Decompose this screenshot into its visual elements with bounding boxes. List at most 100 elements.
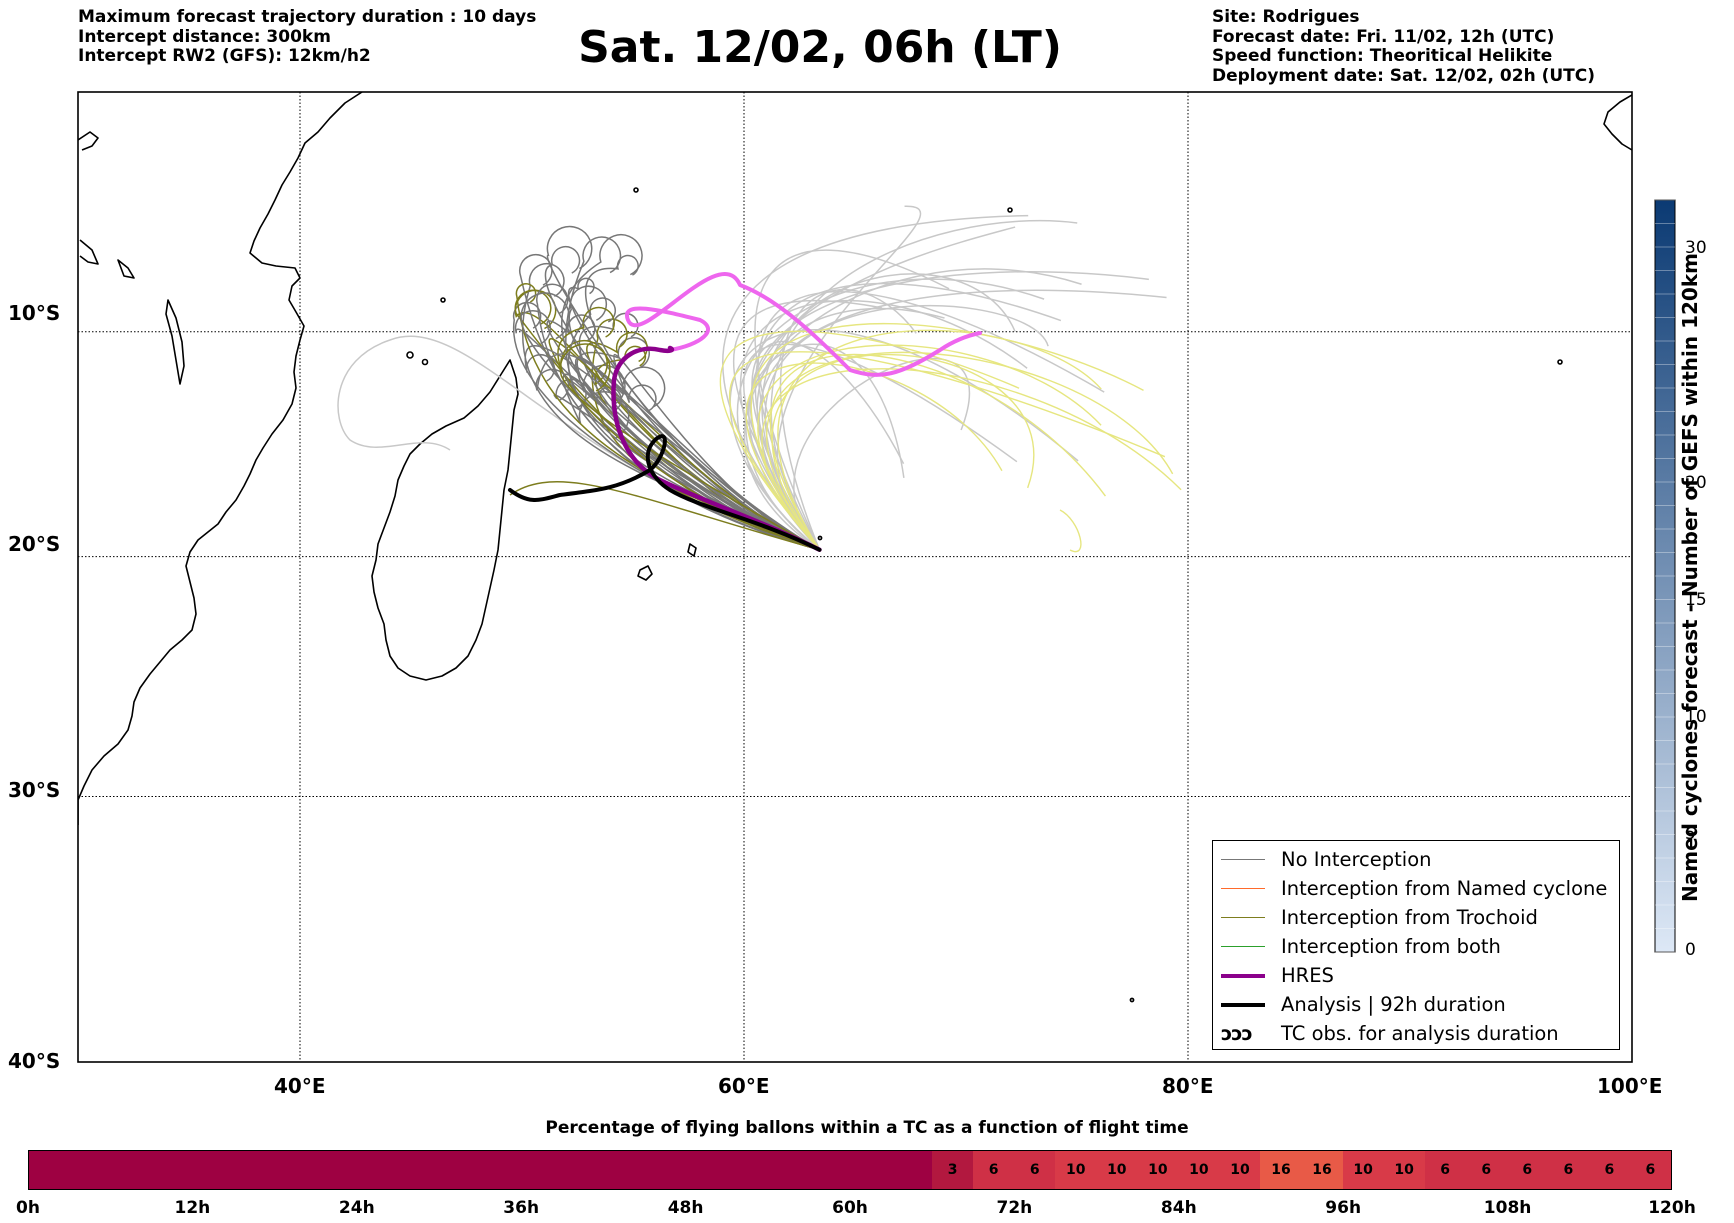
legend: No Interception Interception from Named … xyxy=(1212,840,1620,1050)
reunion-island xyxy=(637,565,653,581)
timeline-cell: 10 xyxy=(1178,1151,1220,1189)
legend-item-no-interception: No Interception xyxy=(1221,845,1432,874)
trajectory-trochoid xyxy=(559,343,820,551)
legend-swatch xyxy=(1221,1002,1265,1007)
trajectory-trochoid xyxy=(586,331,820,551)
timeline-cell: 10 xyxy=(1137,1151,1179,1189)
trajectory-no-interception xyxy=(764,304,1049,551)
legend-swatch xyxy=(1221,973,1265,978)
timeline-bar: 3 6 6 10 10 10 10 10 16 16 10 10 6 6 6 6 6 6 xyxy=(28,1150,1672,1190)
colorbar-tick: 5 xyxy=(1685,824,1696,844)
lake-victoria xyxy=(79,239,99,265)
timeline-tick-label: 84h xyxy=(1160,1198,1197,1218)
trajectory-no-interception xyxy=(793,358,970,551)
timeline-tick-label: 72h xyxy=(996,1198,1033,1218)
legend-swatch xyxy=(1221,859,1265,860)
lon-label-80e: 80°E xyxy=(1162,1074,1214,1098)
timeline-cell: 3 xyxy=(932,1151,974,1189)
madagascar-coastline xyxy=(371,359,519,681)
trajectory-trochoid xyxy=(509,481,820,551)
timeline-tick-label: 120h xyxy=(1648,1198,1696,1218)
timeline-cell: 6 xyxy=(1588,1151,1630,1189)
timeline-cell: 6 xyxy=(973,1151,1015,1189)
timeline-tick-label: 0h xyxy=(16,1198,40,1218)
africa-coastline xyxy=(78,92,363,825)
timeline-tick-label: 48h xyxy=(667,1198,704,1218)
trajectory-map xyxy=(77,91,1676,1063)
trajectory-no-interception xyxy=(745,343,905,551)
timeline-cell: 10 xyxy=(1342,1151,1384,1189)
timeline-tick-label: 96h xyxy=(1325,1198,1362,1218)
trajectory-no-interception xyxy=(729,328,1079,551)
trajectory-no-interception xyxy=(743,343,1018,551)
timeline-cell: 10 xyxy=(1383,1151,1425,1189)
timeline-cell: 16 xyxy=(1301,1151,1343,1189)
page-title: Sat. 12/02, 06h (LT) xyxy=(578,22,1062,73)
timeline-tick-label: 24h xyxy=(338,1198,375,1218)
horn-coastline xyxy=(78,131,99,151)
timeline-cell: 16 xyxy=(1260,1151,1302,1189)
timeline-tick-label: 36h xyxy=(503,1198,540,1218)
lat-label-10s: 10°S xyxy=(8,301,61,325)
comoros-island xyxy=(406,351,414,359)
legend-item-tc-obs: ↄↄↄ TC obs. for analysis duration xyxy=(1221,1019,1559,1048)
cocos-island xyxy=(1557,359,1563,365)
trajectory-no-interception xyxy=(562,373,820,551)
trajectory-trochoid xyxy=(1059,509,1082,553)
legend-label: Interception from Trochoid xyxy=(1281,906,1538,929)
hres-trajectory xyxy=(611,345,822,553)
colorbar-title: Named cyclones forecast - Number of GEFS… xyxy=(1678,253,1702,902)
trajectory-no-interception xyxy=(535,353,820,551)
trajectory-trochoid xyxy=(548,338,820,551)
lon-label-60e: 60°E xyxy=(718,1074,770,1098)
trajectory-no-interception xyxy=(578,312,820,551)
lat-label-40s: 40°S xyxy=(8,1049,61,1073)
trajectory-no-interception xyxy=(576,337,820,551)
legend-label: TC obs. for analysis duration xyxy=(1281,1022,1559,1045)
legend-swatch xyxy=(1221,888,1265,889)
trajectory-trochoid xyxy=(766,351,1174,551)
lake-malawi xyxy=(165,299,185,385)
trajectory-no-interception xyxy=(770,219,1078,551)
lat-label-30s: 30°S xyxy=(8,778,61,802)
timeline-cell: 10 xyxy=(1055,1151,1097,1189)
lon-label-40e: 40°E xyxy=(274,1074,326,1098)
trajectory-trochoid xyxy=(777,329,1102,551)
trajectory-trochoid xyxy=(757,344,1102,551)
trajectory-no-interception xyxy=(779,288,917,551)
trajectory-trochoid xyxy=(729,351,1166,551)
map-gridlines xyxy=(78,92,1632,1062)
colorbar-tick: 20 xyxy=(1685,473,1707,493)
lake-tanganyika xyxy=(117,259,135,279)
intercept-rw2-text: Intercept RW2 (GFS): 12km/h2 xyxy=(78,46,371,66)
timeline-cell: 6 xyxy=(1014,1151,1056,1189)
legend-swatch xyxy=(1221,917,1265,918)
trajectory-trochoid xyxy=(557,306,820,551)
legend-label: Analysis | 92h duration xyxy=(1281,993,1506,1016)
trajectory-no-interception xyxy=(568,379,820,551)
legend-item-named-cyclone: Interception from Named cyclone xyxy=(1221,874,1607,903)
legend-swatch xyxy=(1221,946,1265,947)
trajectory-no-interception xyxy=(567,277,820,551)
colorbar-tick: 10 xyxy=(1685,707,1707,727)
seychelles-island xyxy=(440,297,446,303)
rodrigues-island xyxy=(817,535,823,541)
mauritius-island xyxy=(687,543,697,557)
legend-label: Interception from both xyxy=(1281,935,1501,958)
coastlines xyxy=(78,92,1632,1003)
map-frame xyxy=(77,91,1633,1063)
trajectory-trochoid xyxy=(719,330,1020,551)
chagos-island xyxy=(1007,207,1013,213)
forecast-date-text: Forecast date: Fri. 11/02, 12h (UTC) xyxy=(1212,26,1555,47)
trajectory-no-interception xyxy=(544,245,820,551)
trajectory-trochoid xyxy=(591,318,820,551)
trajectory-no-interception xyxy=(754,282,1062,551)
trajectory-no-interception xyxy=(613,354,820,551)
legend-item-analysis: Analysis | 92h duration xyxy=(1221,990,1506,1019)
legend-item-hres: HRES xyxy=(1221,961,1334,990)
timeline-cell xyxy=(29,1151,933,1189)
legend-label: Interception from Named cyclone xyxy=(1281,877,1608,900)
timeline-cell: 6 xyxy=(1547,1151,1589,1189)
lat-label-20s: 20°S xyxy=(8,532,61,556)
colorbar-tick: 15 xyxy=(1685,590,1707,610)
